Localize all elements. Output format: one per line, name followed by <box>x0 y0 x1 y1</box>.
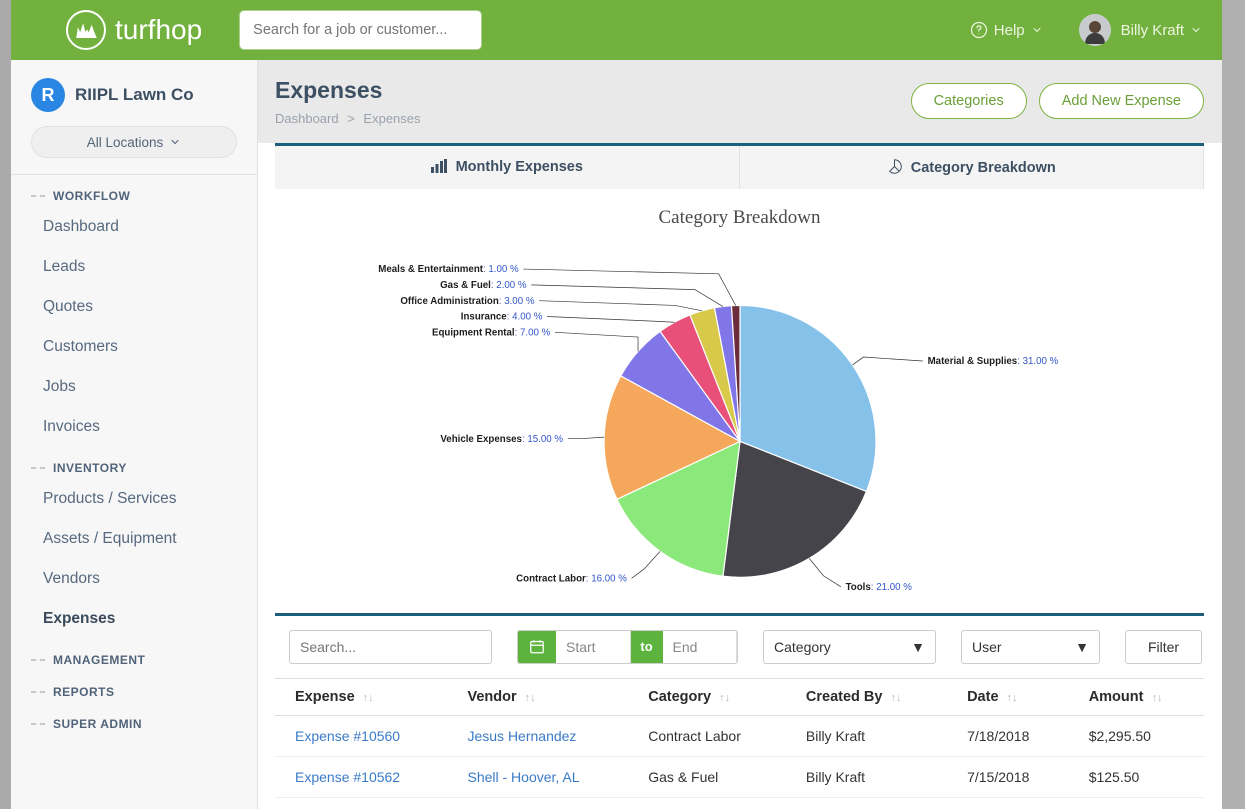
svg-text:Material & Supplies: 31.00 %: Material & Supplies: 31.00 % <box>928 356 1059 367</box>
svg-text:Contract Labor: 16.00 %: Contract Labor: 16.00 % <box>516 573 627 584</box>
svg-text:Insurance: 4.00 %: Insurance: 4.00 % <box>461 311 543 322</box>
svg-text:Meals & Entertainment: 1.00 %: Meals & Entertainment: 1.00 % <box>378 264 519 275</box>
svg-text:Tools: 21.00 %: Tools: 21.00 % <box>846 582 913 593</box>
svg-text:Gas & Fuel: 2.00 %: Gas & Fuel: 2.00 % <box>440 280 527 291</box>
svg-text:Office Administration: 3.00 %: Office Administration: 3.00 % <box>400 295 534 306</box>
svg-text:Vehicle Expenses: 15.00 %: Vehicle Expenses: 15.00 % <box>440 433 563 444</box>
svg-text:Equipment Rental: 7.00 %: Equipment Rental: 7.00 % <box>432 327 551 338</box>
